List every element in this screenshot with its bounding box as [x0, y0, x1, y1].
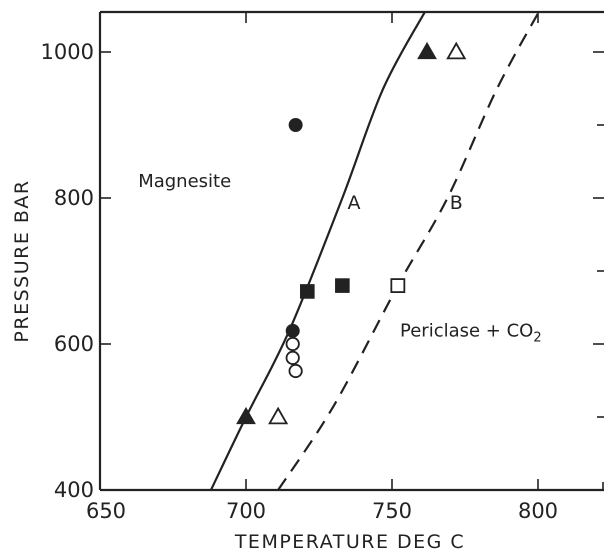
x-tick-label: 800 — [518, 499, 558, 523]
open-circle-marker — [285, 350, 300, 365]
open-triangle-marker — [268, 406, 289, 425]
axes: 650 700 750 800 400 600 800 1000 — [41, 10, 604, 523]
filled-circle-marker — [288, 118, 303, 133]
filled-triangle-marker — [417, 41, 437, 60]
y-tick-label: 1000 — [41, 40, 94, 64]
filled-circle-marker — [285, 323, 300, 338]
labels: TEMPERATURE DEG C PRESSURE BAR A B Magnesite… — [11, 171, 542, 552]
region-label-magnesite: Magnesite — [138, 171, 231, 192]
x-tick-label: 750 — [372, 499, 412, 523]
y-tick-label: 800 — [54, 186, 94, 210]
curve-b — [277, 12, 541, 490]
x-axis-title: TEMPERATURE DEG C — [234, 531, 465, 552]
markers — [236, 41, 467, 425]
open-circle-marker — [285, 336, 300, 352]
filled-square-marker — [300, 284, 315, 299]
open-square-marker — [390, 278, 406, 294]
curve-label-b: B — [450, 192, 463, 214]
x-tick-label: 700 — [226, 499, 266, 523]
region-label-subscript: 2 — [533, 331, 541, 346]
x-tick-label: 650 — [86, 499, 126, 523]
filled-triangle-marker — [236, 406, 256, 425]
curve-label-a: A — [348, 192, 361, 214]
open-circle-marker — [288, 363, 303, 379]
y-tick-label: 400 — [54, 478, 94, 502]
y-tick-label: 600 — [54, 332, 94, 356]
region-label-periclase: Periclase + CO2 — [400, 321, 542, 346]
curves — [209, 12, 541, 490]
y-axis-title: PRESSURE BAR — [11, 179, 33, 342]
region-label-text: Periclase + CO — [400, 321, 533, 342]
filled-square-marker — [335, 278, 350, 293]
open-triangle-marker — [446, 41, 467, 60]
